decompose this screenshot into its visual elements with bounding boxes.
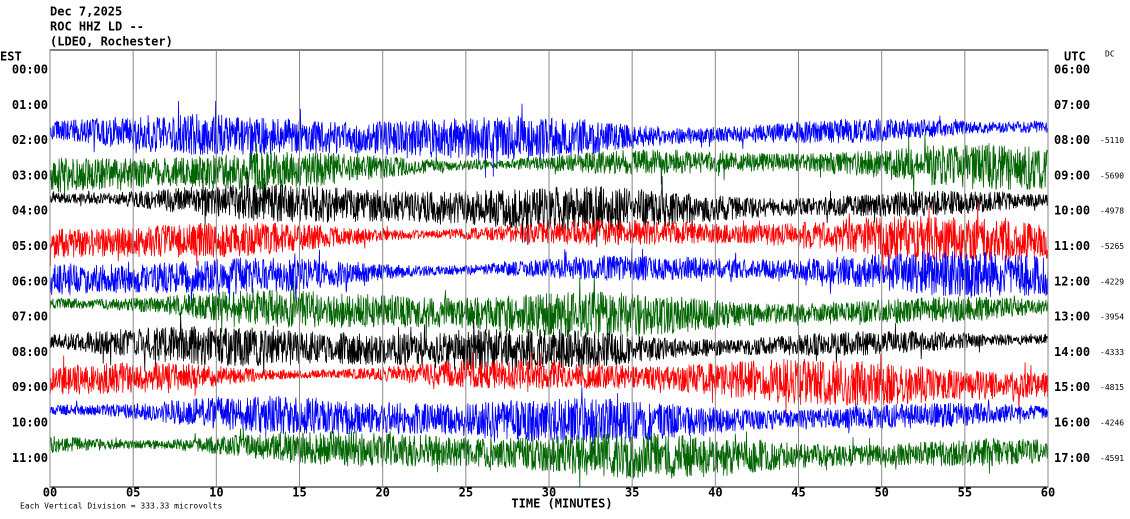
- x-tick-label: 35: [625, 486, 639, 500]
- dc-value: -3954: [1100, 313, 1124, 322]
- utc-label: 15:00: [1054, 380, 1090, 394]
- x-tick-label: 40: [708, 486, 722, 500]
- est-label: 08:00: [12, 345, 48, 359]
- utc-label: 13:00: [1054, 310, 1090, 324]
- dc-value: -4333: [1100, 348, 1124, 357]
- x-tick-label: 15: [292, 486, 306, 500]
- utc-label: 10:00: [1054, 204, 1090, 218]
- title-line: ROC HHZ LD --: [50, 20, 144, 34]
- x-tick-label: 05: [126, 486, 140, 500]
- dc-value: -5110: [1100, 136, 1124, 145]
- est-label: 04:00: [12, 204, 48, 218]
- utc-label: 06:00: [1054, 63, 1090, 77]
- dc-value: -4229: [1100, 277, 1124, 286]
- y2-label: UTC: [1064, 50, 1086, 64]
- utc-label: 09:00: [1054, 168, 1090, 182]
- dc-label: DC: [1105, 50, 1115, 59]
- utc-label: 11:00: [1054, 239, 1090, 253]
- utc-label: 14:00: [1054, 345, 1090, 359]
- est-label: 02:00: [12, 133, 48, 147]
- title-line: Dec 7,2025: [50, 5, 122, 19]
- x-tick-label: 30: [542, 486, 556, 500]
- utc-label: 12:00: [1054, 274, 1090, 288]
- est-label: 06:00: [12, 274, 48, 288]
- dc-value: -4246: [1100, 419, 1124, 428]
- x-tick-label: 45: [791, 486, 805, 500]
- est-label: 03:00: [12, 168, 48, 182]
- utc-label: 08:00: [1054, 133, 1090, 147]
- x-tick-label: 00: [43, 486, 57, 500]
- est-label: 10:00: [12, 416, 48, 430]
- x-tick-label: 20: [375, 486, 389, 500]
- x-tick-label: 50: [874, 486, 888, 500]
- utc-label: 17:00: [1054, 451, 1090, 465]
- dc-value: -4815: [1100, 383, 1124, 392]
- est-label: 07:00: [12, 310, 48, 324]
- y-label: EST: [0, 50, 22, 64]
- est-label: 11:00: [12, 451, 48, 465]
- est-label: 00:00: [12, 63, 48, 77]
- est-label: 09:00: [12, 380, 48, 394]
- utc-label: 16:00: [1054, 416, 1090, 430]
- x-tick-label: 60: [1041, 486, 1055, 500]
- x-tick-label: 25: [459, 486, 473, 500]
- utc-label: 07:00: [1054, 98, 1090, 112]
- dc-value: -5690: [1100, 171, 1124, 180]
- x-label: TIME (MINUTES): [511, 497, 612, 511]
- est-label: 05:00: [12, 239, 48, 253]
- title-line: (LDEO, Rochester): [50, 35, 173, 49]
- est-label: 01:00: [12, 98, 48, 112]
- x-tick-label: 10: [209, 486, 223, 500]
- dc-value: -4591: [1100, 454, 1124, 463]
- dc-value: -4978: [1100, 207, 1124, 216]
- x-tick-label: 55: [958, 486, 972, 500]
- note: Each Vertical Division = 333.33 microvol…: [20, 502, 222, 511]
- dc-value: -5265: [1100, 242, 1124, 251]
